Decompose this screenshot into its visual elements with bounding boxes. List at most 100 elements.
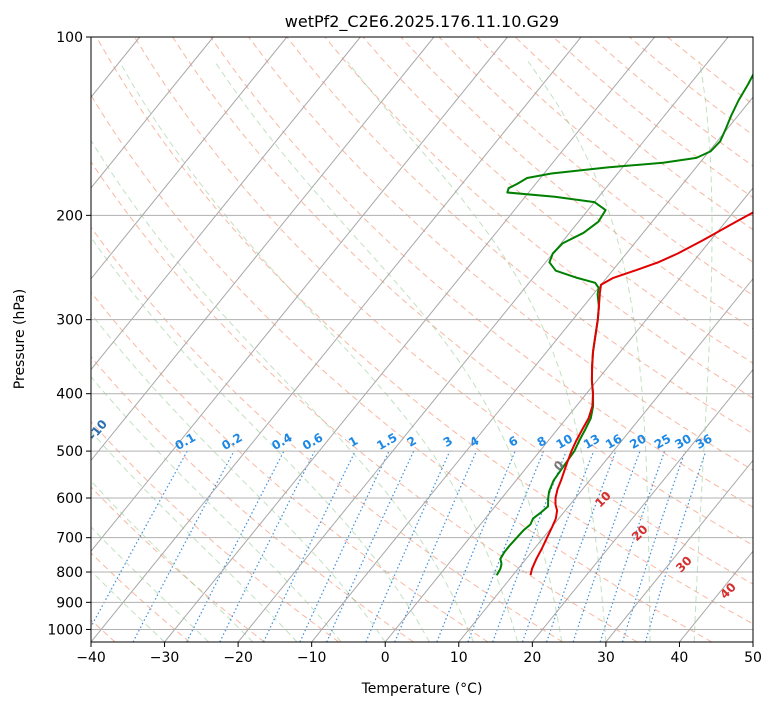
y-tick-label: 900 xyxy=(56,595,83,611)
dry-adiabat xyxy=(476,37,753,263)
mixing-ratio-line xyxy=(436,450,516,642)
dry-adiabat xyxy=(91,94,713,642)
dry-adiabat xyxy=(172,37,753,546)
dry-adiabat-label: -20 xyxy=(5,391,30,417)
mixing-ratio-line xyxy=(599,450,666,642)
moist-adiabat xyxy=(91,570,165,642)
dry-adiabat xyxy=(552,37,753,199)
x-tick-label: −40 xyxy=(76,650,106,666)
y-axis-ticks: 100 200 300 400 500 600 700 800 900 1000 xyxy=(47,30,91,638)
mixing-ratio-line xyxy=(492,450,567,642)
chart-title: wetPf2_C2E6.2025.176.11.10.G29 xyxy=(285,12,559,32)
moist-adiabat-label: 10 xyxy=(592,489,614,511)
x-axis-title: Temperature (°C) xyxy=(361,681,483,697)
mixing-ratio-label: 36 xyxy=(693,431,714,451)
dry-adiabat xyxy=(667,37,753,105)
mixing-ratio-line xyxy=(132,450,235,642)
dry-adiabat-label: -10 xyxy=(85,417,110,443)
isotherm-line xyxy=(311,96,753,642)
isotherm-line xyxy=(384,187,753,642)
mixing-ratio-lines xyxy=(91,450,707,642)
isotherm-line xyxy=(0,37,66,642)
dry-adiabat xyxy=(400,37,753,330)
dewpoint-profile xyxy=(495,72,753,576)
dry-adiabat xyxy=(91,160,638,642)
mixing-ratio-line xyxy=(546,450,617,642)
mixing-ratio-line xyxy=(521,450,595,642)
y-tick-label: 800 xyxy=(56,565,83,581)
dry-adiabat xyxy=(91,552,191,642)
mixing-ratio-label: 30 xyxy=(672,431,693,451)
moist-adiabat xyxy=(527,61,651,642)
isotherm-line xyxy=(605,459,753,642)
dry-adiabat xyxy=(134,37,753,585)
isotherm-line xyxy=(531,368,753,642)
dewpoint-line xyxy=(495,72,753,576)
y-tick-label: 300 xyxy=(56,313,83,329)
isotherm-line xyxy=(91,37,508,552)
dry-adiabat xyxy=(91,291,489,642)
moist-adiabat xyxy=(91,480,254,642)
dry-adiabat xyxy=(324,37,753,399)
x-tick-label: 30 xyxy=(597,650,615,666)
dry-adiabat xyxy=(286,37,753,435)
y-tick-label: 1000 xyxy=(47,622,83,638)
isotherm-line xyxy=(91,37,582,642)
dry-adiabat xyxy=(362,37,753,364)
y-axis-title: Pressure (hPa) xyxy=(12,289,28,389)
x-tick-label: −30 xyxy=(150,650,180,666)
mixing-ratio-line xyxy=(394,450,477,642)
mixing-ratio-line xyxy=(219,450,316,642)
y-tick-label: 600 xyxy=(56,491,83,507)
dry-adiabat xyxy=(248,37,753,471)
mixing-ratio-line xyxy=(622,450,686,642)
isotherm-line xyxy=(91,37,361,371)
dry-adiabat xyxy=(438,37,753,296)
x-tick-label: 10 xyxy=(450,650,468,666)
isotherm-line xyxy=(237,37,729,642)
moist-adiabat-label: 20 xyxy=(629,522,651,544)
y-tick-label: 100 xyxy=(56,30,83,46)
mixing-ratio-label: 25 xyxy=(652,431,673,451)
dry-adiabat xyxy=(591,37,753,167)
x-tick-label: −10 xyxy=(297,650,327,666)
mixing-ratio-line xyxy=(91,450,188,629)
mixing-ratio-line xyxy=(262,450,356,642)
moist-adiabat xyxy=(91,139,474,642)
moist-adiabat xyxy=(214,61,563,642)
isotherm-line xyxy=(91,37,214,189)
dry-adiabat xyxy=(514,37,753,231)
mixing-ratio-line xyxy=(572,450,641,642)
plot-frame xyxy=(90,36,754,643)
moist-adiabat xyxy=(118,61,519,642)
adiabat-labels: 0.10.20.40.611.52346810131620253036-100-… xyxy=(5,391,739,602)
x-tick-label: −20 xyxy=(223,650,253,666)
mixing-ratio-label: 1.5 xyxy=(374,430,399,453)
x-tick-label: 50 xyxy=(744,650,762,666)
y-tick-label: 400 xyxy=(56,387,83,403)
isobar-gridlines xyxy=(91,37,753,630)
temperature-line xyxy=(529,211,753,576)
isotherm-gridlines xyxy=(0,37,753,642)
moist-adiabat xyxy=(91,376,342,642)
dry-adiabat xyxy=(91,356,414,642)
dry-adiabat xyxy=(95,37,753,625)
mixing-ratio-label: 8 xyxy=(535,433,549,449)
x-axis-ticks: −40 −30 −20 −10 0 10 20 30 40 50 xyxy=(76,642,762,666)
mixing-ratio-label: 0.2 xyxy=(219,430,244,453)
mixing-ratio-label: 2 xyxy=(405,433,419,449)
mixing-ratio-label: 0.4 xyxy=(269,430,294,453)
y-tick-label: 500 xyxy=(56,444,83,460)
mixing-ratio-label: 16 xyxy=(603,431,624,451)
mixing-ratio-label: 6 xyxy=(506,433,520,449)
isotherm-line xyxy=(91,37,288,280)
x-tick-label: 40 xyxy=(671,650,689,666)
moist-adiabat xyxy=(346,61,607,642)
mixing-ratio-line xyxy=(644,450,707,642)
mixing-ratio-label: 0.6 xyxy=(300,430,325,453)
moist-adiabat-lines xyxy=(91,61,713,642)
moist-adiabat xyxy=(91,312,386,642)
y-tick-label: 200 xyxy=(56,208,83,224)
isotherm-line xyxy=(752,641,753,642)
